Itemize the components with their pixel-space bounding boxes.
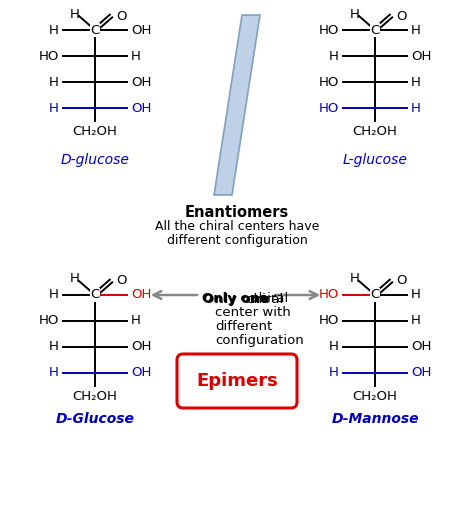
Text: H: H — [411, 315, 421, 327]
Text: center with: center with — [215, 306, 291, 319]
Text: C: C — [370, 24, 380, 36]
Text: HO: HO — [319, 24, 339, 36]
Text: OH: OH — [131, 340, 151, 354]
Text: H: H — [411, 75, 421, 89]
Text: different: different — [215, 320, 272, 333]
Text: CH₂OH: CH₂OH — [73, 390, 118, 403]
Text: All the chiral centers have: All the chiral centers have — [155, 220, 319, 233]
Text: OH: OH — [131, 75, 151, 89]
Text: OH: OH — [131, 24, 151, 36]
Text: configuration: configuration — [215, 334, 304, 347]
Text: OH: OH — [411, 366, 431, 379]
FancyBboxPatch shape — [177, 354, 297, 408]
Text: H: H — [350, 7, 360, 21]
Text: OH: OH — [131, 288, 151, 301]
Text: H: H — [70, 7, 80, 21]
Text: chiral: chiral — [247, 292, 288, 305]
Text: C: C — [91, 24, 100, 36]
Text: CH₂OH: CH₂OH — [353, 125, 397, 138]
Text: H: H — [411, 24, 421, 36]
Text: CH₂OH: CH₂OH — [73, 125, 118, 138]
Text: H: H — [329, 366, 339, 379]
Text: D-Mannose: D-Mannose — [331, 412, 419, 426]
Text: D-Glucose: D-Glucose — [55, 412, 135, 426]
Text: Only one: Only one — [203, 293, 269, 306]
Text: Only one: Only one — [202, 292, 268, 305]
Text: H: H — [49, 24, 59, 36]
Text: H: H — [329, 340, 339, 354]
Text: O: O — [116, 9, 127, 23]
Text: D-glucose: D-glucose — [61, 153, 129, 167]
Text: OH: OH — [131, 366, 151, 379]
Text: OH: OH — [411, 50, 431, 63]
Text: H: H — [131, 315, 141, 327]
Text: CH₂OH: CH₂OH — [353, 390, 397, 403]
Text: OH: OH — [411, 340, 431, 354]
Text: HO: HO — [319, 288, 339, 301]
Text: H: H — [49, 75, 59, 89]
Text: O: O — [396, 275, 407, 288]
Text: C: C — [370, 288, 380, 301]
Text: H: H — [350, 272, 360, 286]
Text: HO: HO — [319, 75, 339, 89]
Text: HO: HO — [38, 315, 59, 327]
Text: HO: HO — [319, 102, 339, 114]
Text: H: H — [131, 50, 141, 63]
Text: OH: OH — [131, 102, 151, 114]
Text: H: H — [70, 272, 80, 286]
Text: L-glucose: L-glucose — [343, 153, 408, 167]
Text: H: H — [49, 102, 59, 114]
Text: C: C — [91, 288, 100, 301]
Text: O: O — [116, 275, 127, 288]
Text: O: O — [396, 9, 407, 23]
Text: H: H — [411, 288, 421, 301]
Text: H: H — [329, 50, 339, 63]
Text: chiral: chiral — [242, 293, 283, 306]
Text: H: H — [49, 366, 59, 379]
Text: H: H — [49, 340, 59, 354]
Text: Enantiomers: Enantiomers — [185, 205, 289, 220]
Text: Epimers: Epimers — [196, 372, 278, 390]
Text: H: H — [49, 288, 59, 301]
Polygon shape — [214, 15, 260, 195]
Text: HO: HO — [319, 315, 339, 327]
Text: different configuration: different configuration — [167, 234, 307, 247]
Text: HO: HO — [38, 50, 59, 63]
Text: H: H — [411, 102, 421, 114]
